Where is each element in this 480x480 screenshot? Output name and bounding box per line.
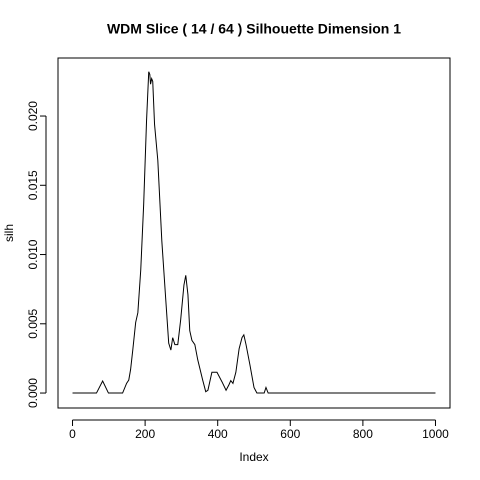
x-tick-label: 800 [353,427,373,441]
x-axis-label: Index [239,450,268,464]
x-tick-label: 1000 [422,427,449,441]
x-tick-label: 400 [208,427,228,441]
x-tick-label: 600 [280,427,300,441]
y-tick-label: 0.005 [26,308,40,338]
y-tick-label: 0.015 [26,170,40,200]
y-tick-label: 0.000 [26,378,40,408]
chart-title: WDM Slice ( 14 / 64 ) Silhouette Dimensi… [107,21,401,37]
plot-box [57,57,451,409]
y-tick-label: 0.020 [26,101,40,131]
y-axis-label: silh [2,224,16,242]
x-tick-label: 200 [135,427,155,441]
data-line [72,71,436,394]
y-tick-label: 0.010 [26,239,40,269]
x-tick-label: 0 [69,427,76,441]
